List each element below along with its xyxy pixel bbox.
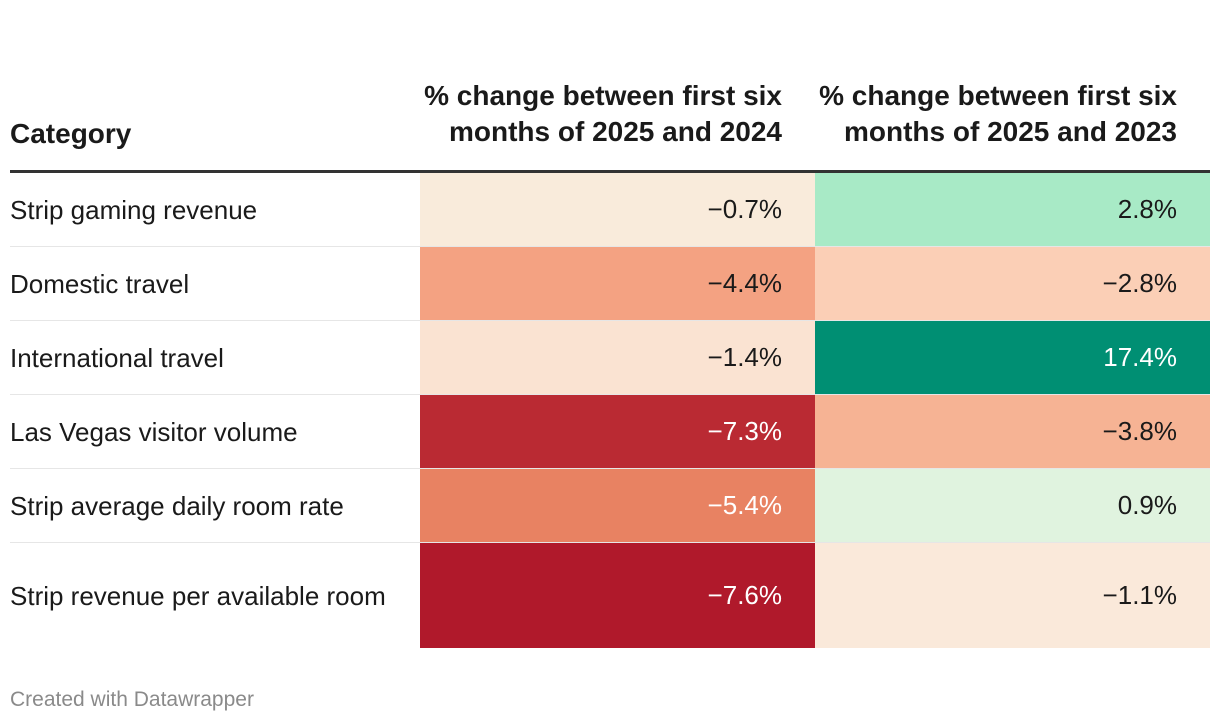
data-table: Category % change between first six mont… xyxy=(10,44,1210,648)
header-category[interactable]: Category xyxy=(10,118,132,149)
cell-change-2023: −2.8% xyxy=(815,247,1210,320)
row-category: Domestic travel xyxy=(10,268,190,299)
table-row: Strip average daily room rate −5.4% 0.9% xyxy=(10,469,1210,543)
table-body: Strip gaming revenue −0.7% 2.8% Domestic tr… xyxy=(10,173,1210,648)
cell-change-2023: −1.1% xyxy=(815,543,1210,648)
table-row: Las Vegas visitor volume −7.3% −3.8% xyxy=(10,395,1210,469)
cell-change-2023: 0.9% xyxy=(815,469,1210,542)
row-category: Strip gaming revenue xyxy=(10,194,258,225)
datawrapper-credit: Created with Datawrapper xyxy=(10,688,254,711)
row-category: Las Vegas visitor volume xyxy=(10,416,298,447)
cell-change-2024: −4.4% xyxy=(420,247,815,320)
row-category: Strip average daily room rate xyxy=(10,490,344,521)
cell-change-2023: 17.4% xyxy=(815,321,1210,394)
cell-change-2024: −0.7% xyxy=(420,173,815,246)
table-row: Strip gaming revenue −0.7% 2.8% xyxy=(10,173,1210,247)
header-change-2024[interactable]: % change between first six months of 202… xyxy=(424,80,782,147)
cell-change-2023: 2.8% xyxy=(815,173,1210,246)
cell-change-2023: −3.8% xyxy=(815,395,1210,468)
table-header: Category % change between first six mont… xyxy=(10,44,1210,173)
table-row: Strip revenue per available room −7.6% −1.… xyxy=(10,543,1210,648)
row-category: International travel xyxy=(10,342,224,373)
row-category: Strip revenue per available room xyxy=(10,580,386,611)
cell-change-2024: −7.6% xyxy=(420,543,815,648)
cell-change-2024: −1.4% xyxy=(420,321,815,394)
table-row: Domestic travel −4.4% −2.8% xyxy=(10,247,1210,321)
table-row: International travel −1.4% 17.4% xyxy=(10,321,1210,395)
header-change-2023[interactable]: % change between first six months of 202… xyxy=(819,80,1177,147)
cell-change-2024: −7.3% xyxy=(420,395,815,468)
cell-change-2024: −5.4% xyxy=(420,469,815,542)
